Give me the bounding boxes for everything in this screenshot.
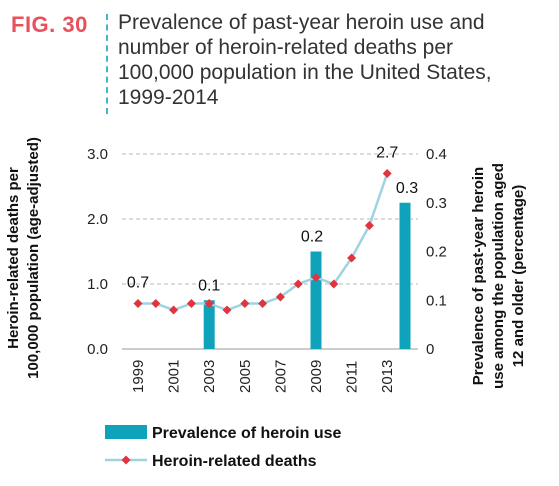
y-right-axis-label: Prevalence of past-year heroin [470, 167, 487, 385]
x-tick-label: 2003 [201, 360, 218, 393]
y-right-tick-label: 0.4 [426, 146, 447, 163]
deaths-marker [364, 221, 374, 230]
deaths-marker [347, 253, 357, 263]
bar-data-label: 0.1 [198, 277, 220, 294]
y-right-axis-label: 12 and older (percentage) [510, 185, 527, 368]
deaths-marker [222, 305, 232, 315]
deaths-marker [133, 299, 143, 308]
legend-bar-label: Prevalence of heroin use [152, 425, 342, 442]
deaths-marker [311, 273, 321, 282]
deaths-marker [240, 299, 250, 308]
legend-bar-swatch [105, 425, 147, 439]
y-left-axis-label: Heroin-related deaths per [5, 167, 22, 349]
deaths-marker [204, 299, 214, 308]
deaths-marker [329, 279, 339, 289]
deaths-marker [151, 299, 161, 308]
deaths-marker [275, 292, 285, 302]
deaths-marker [382, 169, 392, 178]
title-line: 100,000 population in the United States, [118, 61, 492, 84]
x-tick-label: 2001 [166, 360, 183, 393]
deaths-marker [169, 305, 179, 315]
bar [310, 251, 322, 349]
y-right-tick-label: 0 [426, 341, 434, 358]
bar-data-label: 0.2 [301, 229, 323, 246]
bar [203, 300, 215, 349]
title-line: 1999-2014 [118, 86, 219, 109]
y-right-tick-label: 0.3 [426, 195, 447, 212]
title-line: Prevalence of past-year heroin use and [118, 11, 485, 34]
line-data-label: 0.7 [127, 275, 149, 292]
y-left-tick-label: 1.0 [87, 276, 108, 293]
x-tick-label: 1999 [130, 360, 147, 393]
line-data-label: 2.7 [376, 145, 398, 162]
y-right-axis-label: use among the population aged [490, 163, 507, 389]
y-right-tick-label: 0.2 [426, 244, 447, 261]
bar-data-label: 0.3 [396, 180, 418, 197]
title-line: number of heroin-related deaths per [118, 36, 454, 59]
y-left-axis-label: 100,000 population (age-adjusted) [25, 137, 42, 379]
x-tick-label: 2007 [272, 360, 289, 393]
x-tick-label: 2005 [237, 360, 254, 393]
figure-label: FIG. 30 [11, 12, 88, 37]
deaths-marker [293, 279, 303, 289]
y-left-tick-label: 2.0 [87, 211, 108, 228]
title-divider [106, 14, 108, 114]
figure-title: Prevalence of past-year heroin use and n… [118, 10, 548, 110]
y-right-tick-label: 0.1 [426, 292, 447, 309]
deaths-marker [258, 299, 268, 308]
y-left-tick-label: 0.0 [87, 341, 108, 358]
x-tick-label: 2009 [308, 360, 325, 393]
legend-line-label: Heroin-related deaths [152, 453, 317, 470]
legend-marker-swatch [121, 455, 131, 465]
chart: 0.0 1.0 2.0 3.0 0 0.1 0.2 0.3 0.4 1999 2001 2003 200… [5, 137, 527, 470]
bar [399, 202, 411, 349]
x-tick-label: 2013 [379, 360, 396, 393]
x-tick-label: 2011 [344, 361, 361, 393]
deaths-line [138, 173, 389, 312]
deaths-marker [186, 299, 196, 308]
y-left-tick-label: 3.0 [87, 146, 108, 163]
